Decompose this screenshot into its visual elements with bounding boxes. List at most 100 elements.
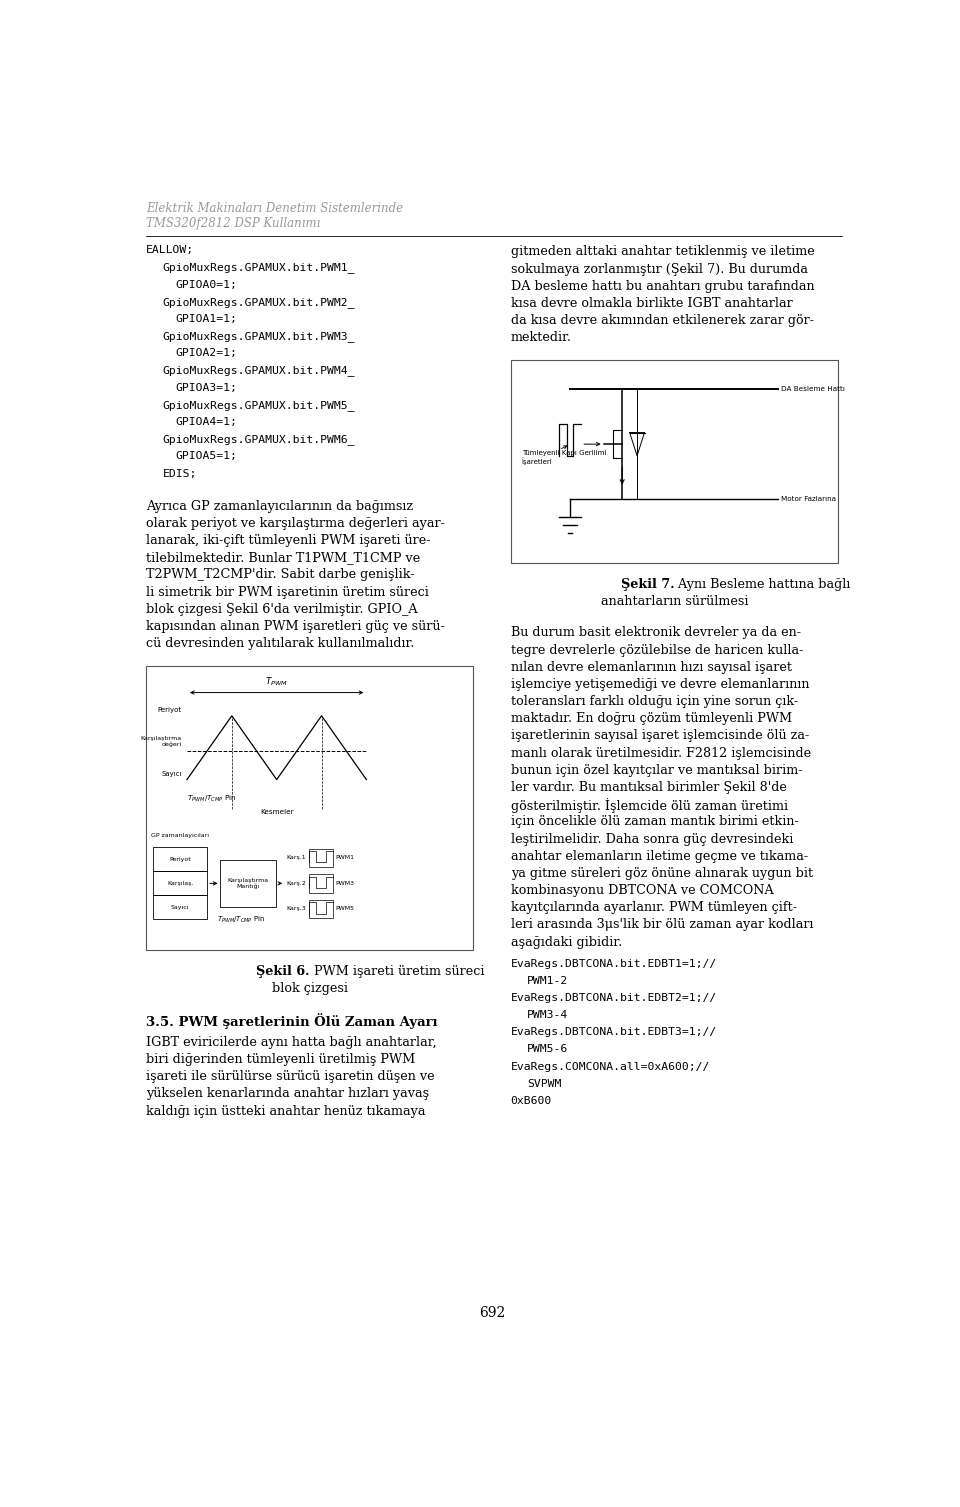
Text: Karşılaştırma
Mantığı: Karşılaştırma Mantığı: [228, 877, 269, 889]
Text: Sayıcı: Sayıcı: [161, 770, 181, 776]
Bar: [221, 860, 276, 907]
Text: Motor Fazlarına: Motor Fazlarına: [780, 496, 835, 502]
Text: SVPWM: SVPWM: [527, 1079, 562, 1088]
Text: PWM1-2: PWM1-2: [527, 975, 568, 986]
Text: GpioMuxRegs.GPAMUX.bit.PWM2_: GpioMuxRegs.GPAMUX.bit.PWM2_: [162, 297, 355, 307]
Text: Ayrıca GP zamanlayıcılarının da bağımsız: Ayrıca GP zamanlayıcılarının da bağımsız: [146, 500, 413, 512]
Text: olarak periyot ve karşılaştırma değerleri ayar-: olarak periyot ve karşılaştırma değerler…: [146, 517, 444, 530]
Text: tilebilmektedir. Bunlar T1PWM_T1CMP ve: tilebilmektedir. Bunlar T1PWM_T1CMP ve: [146, 552, 420, 564]
Text: DA besleme hattı bu anahtarı grubu tarafından: DA besleme hattı bu anahtarı grubu taraf…: [511, 280, 814, 292]
Text: toleransları farklı olduğu için yine sorun çık-: toleransları farklı olduğu için yine sor…: [511, 695, 798, 708]
Text: işaretlerinin sayısal işaret işlemcisinde ölü za-: işaretlerinin sayısal işaret işlemcisind…: [511, 729, 809, 743]
Text: 3.5. PWM şaretlerinin Ölü Zaman Ayarı: 3.5. PWM şaretlerinin Ölü Zaman Ayarı: [146, 1014, 438, 1029]
Text: yükselen kenarlarında anahtar hızları yavaş: yükselen kenarlarında anahtar hızları ya…: [146, 1088, 429, 1100]
Text: EvaRegs.DBTCONA.bit.EDBT2=1;//: EvaRegs.DBTCONA.bit.EDBT2=1;//: [511, 993, 717, 1002]
Text: $T_{PWM}$: $T_{PWM}$: [265, 675, 288, 687]
Text: GPIOA3=1;: GPIOA3=1;: [176, 383, 238, 393]
Text: işareti ile sürülürse sürücü işaretin düşen ve: işareti ile sürülürse sürücü işaretin dü…: [146, 1070, 435, 1084]
Text: $T_{PWM}/T_{CMP}$ Pin: $T_{PWM}/T_{CMP}$ Pin: [217, 915, 265, 925]
Text: kombinasyonu DBTCONA ve COMCONA: kombinasyonu DBTCONA ve COMCONA: [511, 885, 774, 897]
Text: EvaRegs.DBTCONA.bit.EDBT1=1;//: EvaRegs.DBTCONA.bit.EDBT1=1;//: [511, 958, 717, 969]
Text: PWM3-4: PWM3-4: [527, 1010, 568, 1020]
Text: ya gitme süreleri göz önüne alınarak uygun bit: ya gitme süreleri göz önüne alınarak uyg…: [511, 867, 813, 880]
Bar: [309, 848, 333, 867]
Text: cü devresinden yalıtılarak kullanılmalıdır.: cü devresinden yalıtılarak kullanılmalıd…: [146, 637, 415, 650]
Text: kayıtçılarında ayarlanır. PWM tümleyen çift-: kayıtçılarında ayarlanır. PWM tümleyen ç…: [511, 901, 797, 915]
Text: lanarak, iki-çift tümleyenli PWM işareti üre-: lanarak, iki-çift tümleyenli PWM işareti…: [146, 533, 430, 547]
Text: bunun için özel kayıtçılar ve mantıksal birim-: bunun için özel kayıtçılar ve mantıksal …: [511, 764, 803, 776]
Text: PWM5: PWM5: [336, 906, 355, 912]
Text: Aynı Besleme hattına bağlı: Aynı Besleme hattına bağlı: [674, 579, 851, 591]
Text: GpioMuxRegs.GPAMUX.bit.PWM5_: GpioMuxRegs.GPAMUX.bit.PWM5_: [162, 399, 355, 411]
Text: GPIOA2=1;: GPIOA2=1;: [176, 348, 238, 359]
Bar: [309, 900, 333, 918]
Text: Şekil 6.: Şekil 6.: [256, 966, 310, 978]
Text: GpioMuxRegs.GPAMUX.bit.PWM1_: GpioMuxRegs.GPAMUX.bit.PWM1_: [162, 262, 355, 273]
Text: Karş.1: Karş.1: [287, 856, 306, 860]
Text: Periyot: Periyot: [157, 707, 181, 713]
Text: EDIS;: EDIS;: [162, 469, 197, 479]
Bar: [146, 666, 473, 951]
Text: GPIOA4=1;: GPIOA4=1;: [176, 417, 238, 426]
Text: Kesmeler: Kesmeler: [260, 809, 294, 815]
Text: kısa devre olmakla birlikte IGBT anahtarlar: kısa devre olmakla birlikte IGBT anahtar…: [511, 297, 792, 310]
Text: EvaRegs.DBTCONA.bit.EDBT3=1;//: EvaRegs.DBTCONA.bit.EDBT3=1;//: [511, 1028, 717, 1037]
Text: li simetrik bir PWM işaretinin üretim süreci: li simetrik bir PWM işaretinin üretim sü…: [146, 586, 429, 598]
Text: GP zamanlayıcıları: GP zamanlayıcıları: [152, 833, 209, 838]
Text: leştirilmelidir. Daha sonra güç devresindeki: leştirilmelidir. Daha sonra güç devresin…: [511, 832, 793, 845]
Text: GPIOA5=1;: GPIOA5=1;: [176, 452, 238, 461]
Text: Elektrik Makinaları Denetim Sistemlerinde: Elektrik Makinaları Denetim Sistemlerind…: [146, 202, 403, 214]
Text: blok çizgesi: blok çizgesi: [272, 983, 348, 996]
Text: Karşılaş.: Karşılaş.: [167, 882, 194, 886]
Text: Bu durum basit elektronik devreler ya da en-: Bu durum basit elektronik devreler ya da…: [511, 627, 801, 639]
Text: TMS320f2812 DSP Kullanımı: TMS320f2812 DSP Kullanımı: [146, 217, 321, 231]
Text: 0xB600: 0xB600: [511, 1096, 552, 1106]
Text: GpioMuxRegs.GPAMUX.bit.PWM3_: GpioMuxRegs.GPAMUX.bit.PWM3_: [162, 332, 355, 342]
Text: işlemciye yetişemediği ve devre elemanlarının: işlemciye yetişemediği ve devre elemanla…: [511, 678, 809, 690]
Text: DA Besleme Hattı: DA Besleme Hattı: [780, 386, 845, 392]
Text: gitmeden alttaki anahtar tetiklenmiş ve iletime: gitmeden alttaki anahtar tetiklenmiş ve …: [511, 246, 814, 258]
Text: biri diğerinden tümleyenli üretilmiş PWM: biri diğerinden tümleyenli üretilmiş PWM: [146, 1053, 416, 1065]
Text: GpioMuxRegs.GPAMUX.bit.PWM6_: GpioMuxRegs.GPAMUX.bit.PWM6_: [162, 434, 355, 445]
Text: T2PWM_T2CMP'dir. Sabit darbe genişlik-: T2PWM_T2CMP'dir. Sabit darbe genişlik-: [146, 568, 415, 582]
Bar: [511, 360, 838, 564]
Text: EALLOW;: EALLOW;: [146, 246, 194, 255]
Text: PWM5-6: PWM5-6: [527, 1044, 568, 1055]
Text: PWM1: PWM1: [336, 856, 355, 860]
Text: 692: 692: [479, 1307, 505, 1320]
Text: aşağıdaki gibidir.: aşağıdaki gibidir.: [511, 936, 622, 948]
Text: maktadır. En doğru çözüm tümleyenli PWM: maktadır. En doğru çözüm tümleyenli PWM: [511, 713, 792, 725]
Bar: [154, 895, 207, 919]
Text: nılan devre elemanlarının hızı sayısal işaret: nılan devre elemanlarının hızı sayısal i…: [511, 660, 792, 674]
Text: mektedir.: mektedir.: [511, 332, 571, 344]
Text: leri arasında 3μs'lik bir ölü zaman ayar kodları: leri arasında 3μs'lik bir ölü zaman ayar…: [511, 918, 813, 931]
Text: da kısa devre akımından etkilenerek zarar gör-: da kısa devre akımından etkilenerek zara…: [511, 313, 814, 327]
Text: IGBT eviricilerde aynı hatta bağlı anahtarlar,: IGBT eviricilerde aynı hatta bağlı anaht…: [146, 1035, 437, 1049]
Text: anahtarların sürülmesi: anahtarların sürülmesi: [601, 595, 748, 609]
Bar: [309, 874, 333, 892]
Text: blok çizgesi Şekil 6'da verilmiştir. GPIO_A: blok çizgesi Şekil 6'da verilmiştir. GPI…: [146, 603, 418, 616]
Text: PWM3: PWM3: [336, 882, 355, 886]
Text: GPIOA1=1;: GPIOA1=1;: [176, 313, 238, 324]
Text: tegre devrelerle çözülebilse de haricen kulla-: tegre devrelerle çözülebilse de haricen …: [511, 643, 803, 657]
Text: Karş.2: Karş.2: [287, 882, 306, 886]
Text: $T_{PWM}/T_{CMP}$ Pin: $T_{PWM}/T_{CMP}$ Pin: [187, 794, 237, 803]
Text: Şekil 7.: Şekil 7.: [621, 579, 674, 591]
Text: Karşılaştırma
değeri: Karşılaştırma değeri: [140, 737, 181, 747]
Text: manlı olarak üretilmesidir. F2812 işlemcisinde: manlı olarak üretilmesidir. F2812 işlemc…: [511, 746, 811, 760]
Text: anahtar elemanların iletime geçme ve tıkama-: anahtar elemanların iletime geçme ve tık…: [511, 850, 807, 862]
Text: kaldığı için üstteki anahtar henüz tıkamaya: kaldığı için üstteki anahtar henüz tıkam…: [146, 1105, 425, 1118]
Bar: [154, 847, 207, 871]
Text: GPIOA0=1;: GPIOA0=1;: [176, 280, 238, 289]
Text: Tümleyenli Kapı Gerilimi
İşaretleri: Tümleyenli Kapı Gerilimi İşaretleri: [522, 451, 606, 466]
Text: için öncelikle ölü zaman mantık birimi etkin-: için öncelikle ölü zaman mantık birimi e…: [511, 815, 799, 829]
Bar: [154, 871, 207, 895]
Text: kapısından alınan PWM işaretleri güç ve sürü-: kapısından alınan PWM işaretleri güç ve …: [146, 619, 444, 633]
Text: ler vardır. Bu mantıksal birimler Şekil 8'de: ler vardır. Bu mantıksal birimler Şekil …: [511, 781, 786, 794]
Text: Karş.3: Karş.3: [287, 906, 306, 912]
Text: GpioMuxRegs.GPAMUX.bit.PWM4_: GpioMuxRegs.GPAMUX.bit.PWM4_: [162, 366, 355, 377]
Text: Periyot: Periyot: [169, 857, 191, 862]
Text: PWM işareti üretim süreci: PWM işareti üretim süreci: [310, 966, 484, 978]
Text: sokulmaya zorlanmıştır (Şekil 7). Bu durumda: sokulmaya zorlanmıştır (Şekil 7). Bu dur…: [511, 262, 807, 276]
Text: EvaRegs.COMCONA.all=0xA600;//: EvaRegs.COMCONA.all=0xA600;//: [511, 1061, 710, 1071]
